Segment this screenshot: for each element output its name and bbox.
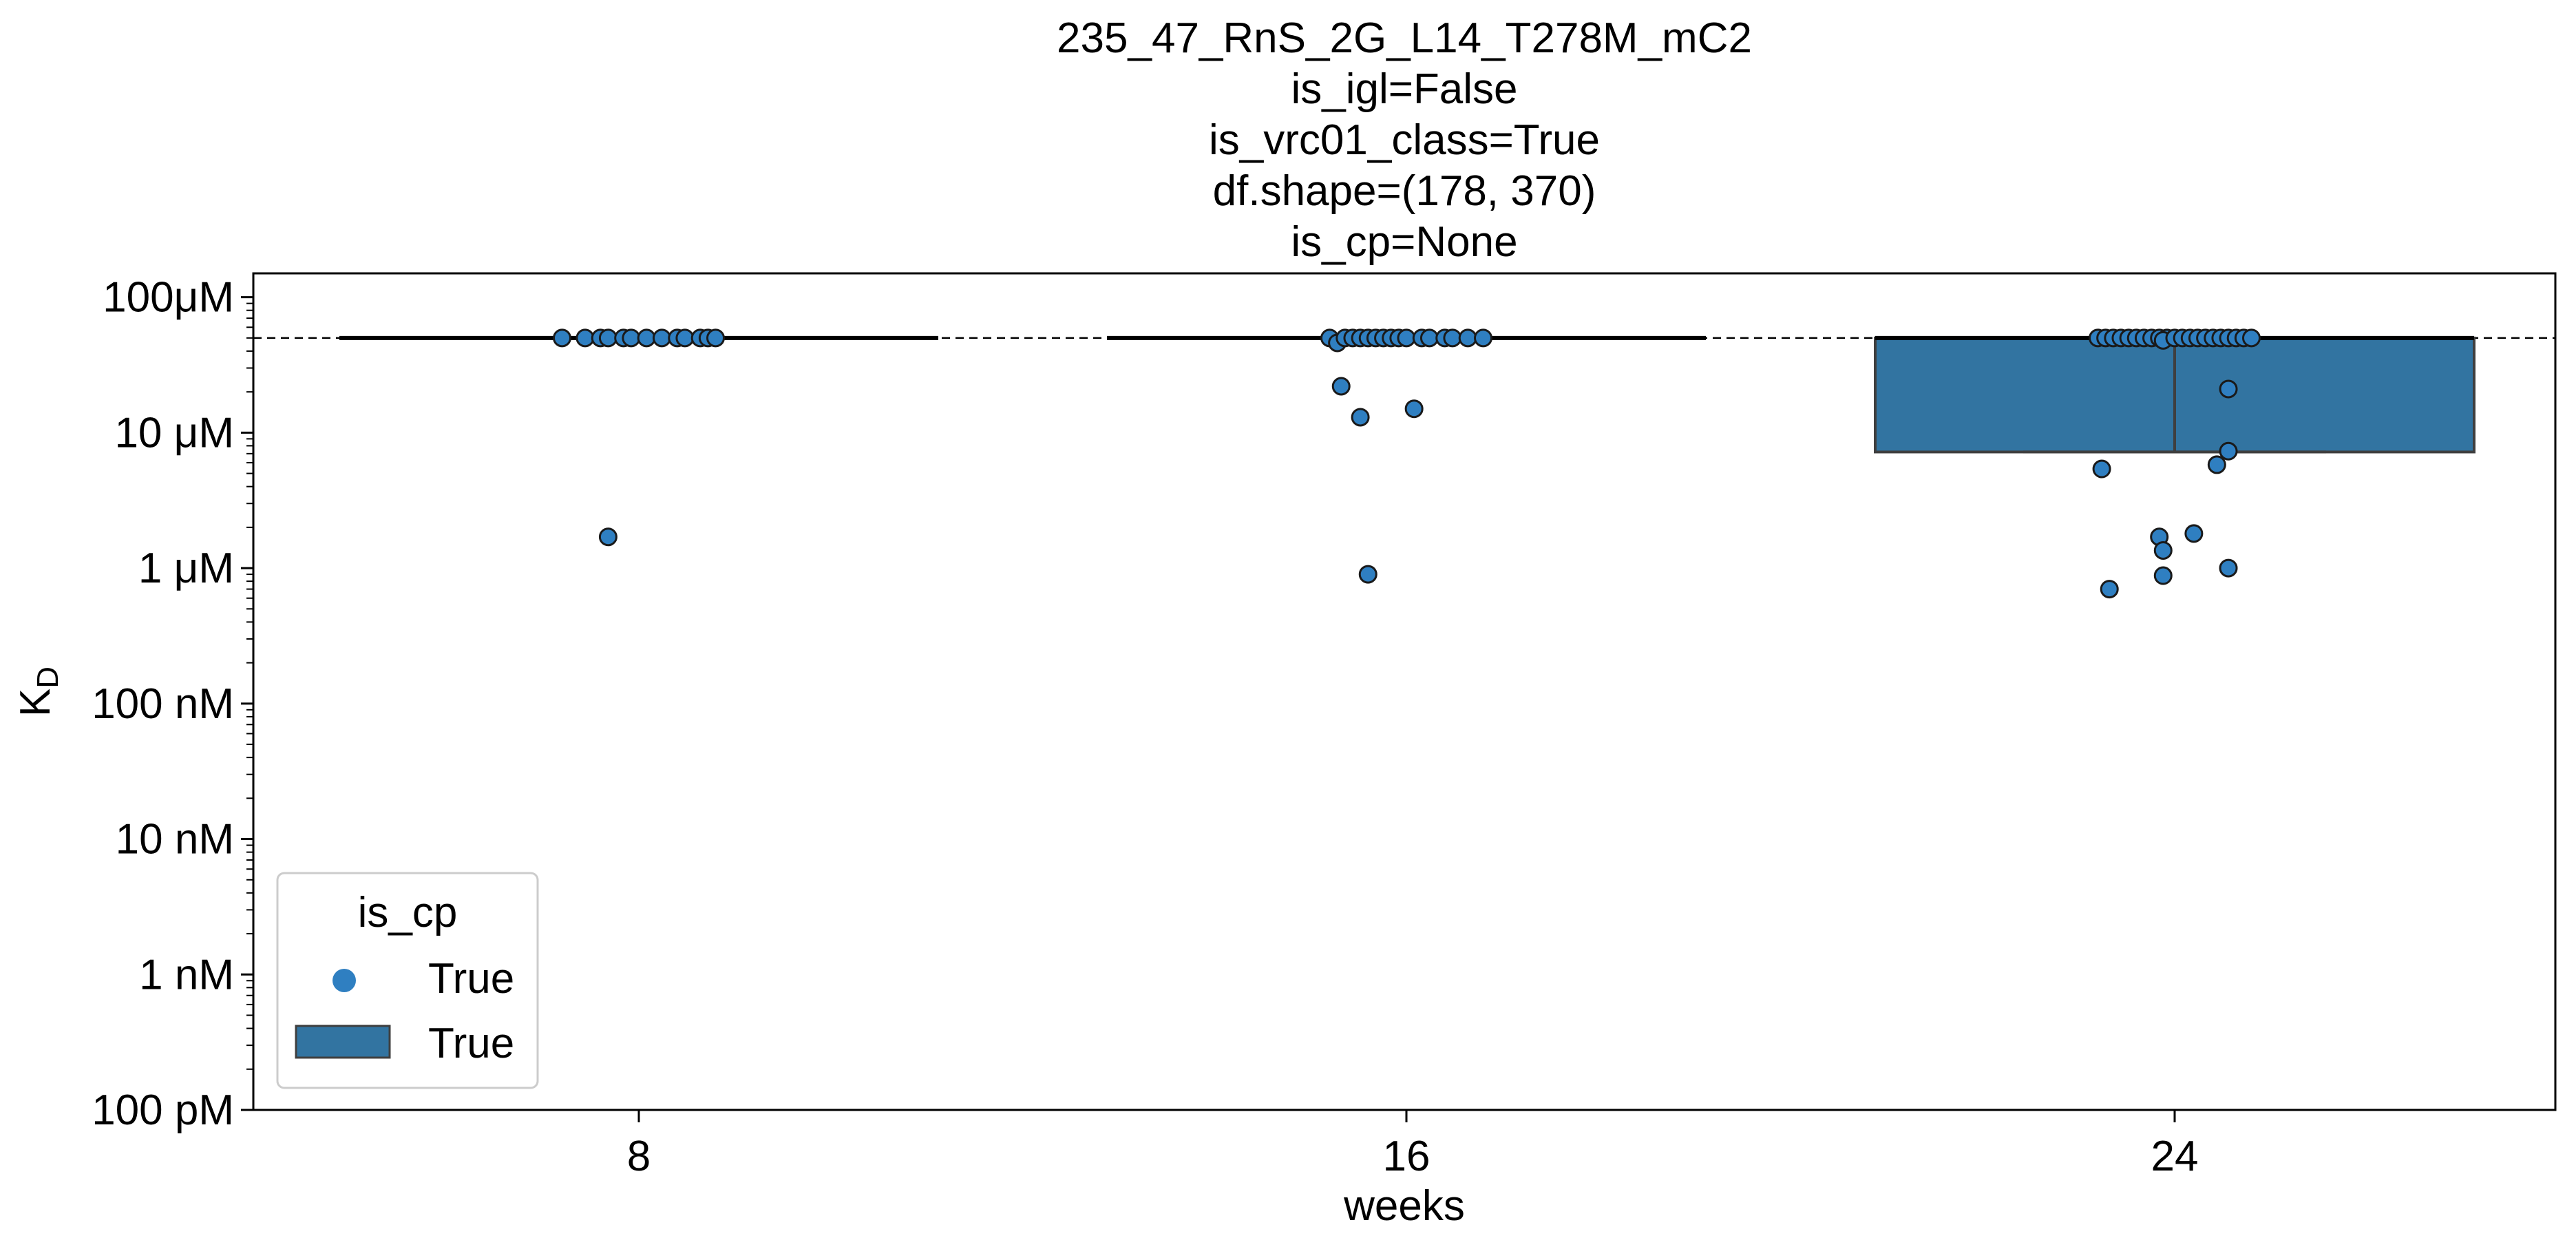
title-line: df.shape=(178, 370) bbox=[1213, 167, 1596, 215]
title-line: is_cp=None bbox=[1291, 218, 1517, 266]
title-line: is_vrc01_class=True bbox=[1209, 116, 1600, 164]
legend-box-swatch bbox=[295, 1025, 391, 1059]
x-axis: 8 16 24 bbox=[627, 1110, 2199, 1180]
legend-marker-swatch bbox=[332, 969, 356, 992]
y-axis-label: KD bbox=[12, 667, 65, 717]
data-point bbox=[2219, 441, 2238, 461]
data-point bbox=[2153, 541, 2173, 560]
data-point bbox=[637, 328, 656, 348]
data-point bbox=[675, 328, 695, 348]
data-point bbox=[2100, 580, 2119, 599]
box-plots bbox=[339, 335, 2475, 454]
y-tick-label: 1 μM bbox=[138, 545, 234, 592]
legend-label-box: True bbox=[428, 1020, 514, 1067]
data-point bbox=[598, 328, 617, 348]
title-line: 235_47_RnS_2G_L14_T278M_mC2 bbox=[1057, 14, 1752, 62]
y-tick-label: 10 nM bbox=[116, 816, 234, 863]
chart-title: 235_47_RnS_2G_L14_T278M_mC2is_igl=Falsei… bbox=[1057, 14, 1752, 266]
y-tick-label: 10 μM bbox=[114, 409, 234, 457]
data-point bbox=[1443, 328, 1462, 348]
y-tick-label: 100 pM bbox=[92, 1087, 234, 1134]
data-point bbox=[652, 328, 671, 348]
data-point bbox=[1404, 399, 1424, 419]
data-point bbox=[1458, 328, 1477, 348]
legend-label-marker: True bbox=[428, 955, 514, 1003]
data-point bbox=[2219, 558, 2238, 578]
data-point bbox=[553, 328, 571, 348]
x-tick-label: 16 bbox=[1383, 1133, 1430, 1180]
y-axis: 100μM 10 μM 1 μM 100 nM 10 nM 1 nM 100 pM bbox=[92, 274, 253, 1134]
data-point bbox=[1358, 565, 1377, 584]
legend-title: is_cp bbox=[358, 889, 458, 936]
data-point bbox=[2092, 459, 2111, 479]
y-tick-label: 100μM bbox=[103, 274, 234, 322]
plot-frame bbox=[252, 272, 2557, 1111]
x-axis-label: weeks bbox=[1343, 1182, 1465, 1230]
x-tick-label: 8 bbox=[627, 1133, 651, 1180]
y-axis-label-subscript: D bbox=[31, 667, 65, 689]
data-point bbox=[1419, 328, 1439, 348]
data-point bbox=[706, 328, 725, 348]
y-tick-label: 1 nM bbox=[139, 951, 234, 998]
y-axis-label-main: K bbox=[12, 689, 59, 717]
title-line: is_igl=False bbox=[1291, 65, 1517, 113]
data-point bbox=[2219, 379, 2238, 399]
data-point bbox=[598, 527, 617, 547]
legend: is_cp True True bbox=[276, 872, 539, 1089]
data-points bbox=[553, 328, 2261, 599]
data-point bbox=[1331, 377, 1351, 396]
data-point bbox=[622, 328, 641, 348]
x-tick-label: 24 bbox=[2151, 1133, 2199, 1180]
box-24 bbox=[1874, 335, 2475, 454]
data-point bbox=[2153, 566, 2173, 585]
data-point bbox=[1474, 328, 1492, 348]
data-point bbox=[2207, 455, 2226, 474]
data-point bbox=[576, 328, 595, 348]
data-point bbox=[2184, 524, 2204, 543]
data-point bbox=[1397, 328, 1416, 348]
data-point bbox=[1351, 408, 1370, 427]
y-tick-label: 100 nM bbox=[92, 680, 234, 728]
data-point bbox=[2242, 328, 2261, 348]
